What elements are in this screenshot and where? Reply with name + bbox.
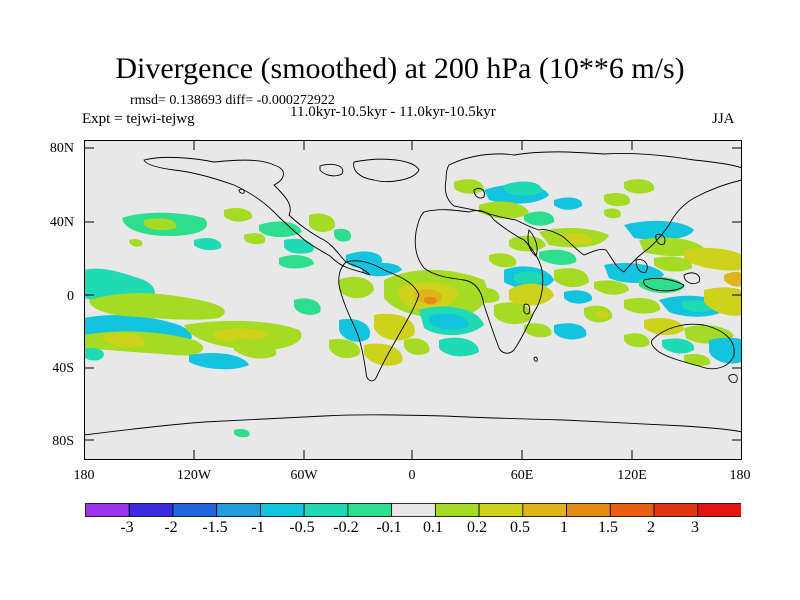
colorbar-swatch <box>216 503 261 517</box>
colorbar-label: 0.5 <box>510 519 530 536</box>
y-tick-label-80s: 80S <box>52 434 74 449</box>
colorbar-label: -3 <box>120 519 134 536</box>
divergence-map <box>84 140 742 460</box>
colorbar-swatch <box>522 503 567 517</box>
colorbar-label: 0.1 <box>423 519 443 536</box>
x-tick-label-180w: 180 <box>73 468 95 483</box>
season-label: JJA <box>712 111 735 127</box>
colorbar-swatch <box>128 503 174 517</box>
x-tick-label-120e: 120E <box>617 468 647 483</box>
colorbar-swatch <box>172 503 218 517</box>
colorbar-swatch <box>391 503 436 517</box>
colorbar-swatch <box>478 503 524 517</box>
colorbar-swatch <box>566 503 611 517</box>
colorbar-label: 1 <box>560 519 568 536</box>
colorbar-label: 0.2 <box>467 519 487 536</box>
map-frame <box>84 140 742 460</box>
colorbar-swatch <box>653 503 699 517</box>
y-tick-label-40s: 40S <box>52 361 74 376</box>
colorbar-swatch <box>347 503 393 517</box>
experiment-label: Expt = tejwi-tejwg <box>82 111 195 127</box>
x-tick-label-60e: 60E <box>510 468 534 483</box>
colorbar-label: -0.5 <box>289 519 315 536</box>
colorbar-swatch <box>260 503 305 517</box>
colorbar-swatch <box>85 503 130 517</box>
colorbar-label: 1.5 <box>598 519 618 536</box>
x-tick-label-180e: 180 <box>729 468 751 483</box>
colorbar-label: -2 <box>164 519 178 536</box>
coastlines <box>84 151 742 436</box>
y-tick-label-80n: 80N <box>49 141 74 156</box>
colorbar-label: -1 <box>251 519 265 536</box>
axis-ticks <box>84 140 742 460</box>
y-tick-label-0: 0 <box>67 289 74 304</box>
colorbar-label: 2 <box>647 519 655 536</box>
colorbar <box>85 503 741 517</box>
colorbar-label: -0.2 <box>333 519 359 536</box>
colorbar-label: -1.5 <box>202 519 228 536</box>
period-label: 11.0kyr-10.5kyr - 11.0kyr-10.5kyr <box>290 104 496 120</box>
colorbar-swatch <box>434 503 480 517</box>
colorbar-swatch <box>697 503 741 517</box>
colorbar-swatch <box>609 503 655 517</box>
x-tick-label-120w: 120W <box>176 468 212 483</box>
colorbar-swatch <box>303 503 349 517</box>
y-tick-label-40n: 40N <box>49 215 74 230</box>
colorbar-label: 3 <box>691 519 699 536</box>
colorbar-label: -0.1 <box>376 519 402 536</box>
x-tick-label-60w: 60W <box>290 468 318 483</box>
divergence-field <box>84 179 742 438</box>
x-tick-label-0: 0 <box>408 468 416 483</box>
map-title: Divergence (smoothed) at 200 hPa (10**6 … <box>115 52 685 85</box>
rmsd-diff-stats: rmsd= 0.138693 diff= -0.000272922 <box>130 93 335 108</box>
